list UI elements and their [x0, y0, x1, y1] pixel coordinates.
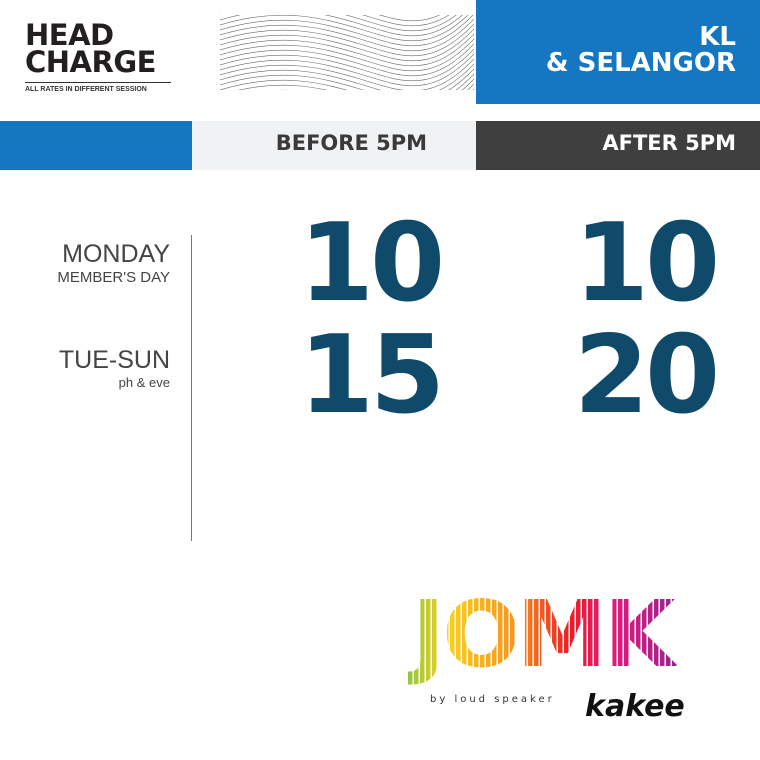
accent-bar [0, 121, 192, 170]
wave-line [220, 58, 474, 90]
column-header-before-5pm: BEFORE 5PM [275, 131, 427, 155]
wave-line [220, 23, 474, 57]
price-monday-before: 10 [298, 201, 445, 326]
price-tuesun-after: 20 [573, 313, 720, 438]
wave-lines-decoration [220, 15, 474, 90]
subtitle: ALL RATES IN DIFFERENT SESSION [25, 86, 147, 93]
price-tuesun-before: 15 [298, 313, 445, 438]
before-5pm-header-bg [192, 121, 476, 170]
wave-line [220, 53, 474, 87]
wave-line [220, 15, 474, 47]
price-monday-after: 10 [573, 201, 720, 326]
wave-line [220, 18, 474, 52]
page-title: HEAD CHARGE [25, 18, 156, 79]
wave-line [220, 43, 474, 77]
wave-line [220, 63, 474, 90]
column-header-after-5pm: AFTER 5PM [602, 131, 736, 155]
logo-script: kakee [585, 689, 685, 724]
wave-line [220, 33, 474, 67]
region-label: KL & SELANGOR [545, 22, 736, 78]
logo-tagline: by loud speaker [430, 694, 555, 705]
divider-line [191, 235, 192, 541]
title-divider [25, 82, 171, 83]
wave-line [362, 15, 450, 27]
logo-wordmark: JOMK [408, 582, 679, 688]
wave-line [220, 48, 474, 82]
wave-line [220, 68, 474, 90]
jomk-logo: JOMK [408, 582, 683, 688]
row-label-tue-sun: TUE-SUN ph & eve [58, 346, 170, 390]
wave-line [220, 15, 457, 32]
wave-line [220, 38, 474, 72]
wave-line [220, 15, 463, 37]
wave-line [220, 73, 474, 90]
region-box: KL & SELANGOR [476, 0, 760, 104]
wave-line [238, 78, 474, 90]
after-5pm-header-bg [476, 121, 760, 170]
wave-line [378, 15, 440, 22]
wave-line [220, 28, 474, 62]
wave-line [472, 88, 474, 90]
row-label-monday: MONDAY MEMBER'S DAY [57, 240, 170, 286]
wave-line [220, 15, 469, 42]
